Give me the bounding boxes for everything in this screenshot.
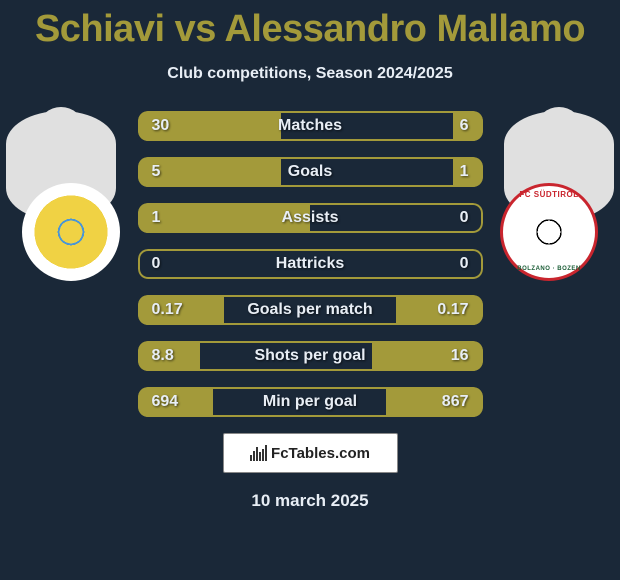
stat-value-right: 6 bbox=[460, 117, 469, 135]
club-logo-right: FC SÜDTIROL BOLZANO · BOZEN bbox=[500, 183, 598, 281]
stat-value-right: 1 bbox=[460, 163, 469, 181]
stat-value-right: 0.17 bbox=[437, 301, 468, 319]
stat-label: Assists bbox=[282, 209, 339, 227]
stat-label: Min per goal bbox=[263, 393, 357, 411]
stat-row: 5 Goals 1 bbox=[138, 157, 483, 187]
stat-row: 0 Hattricks 0 bbox=[138, 249, 483, 279]
stat-rows: 30 Matches 6 5 Goals 1 1 Assists 0 0 Hattricks 0 0.1… bbox=[138, 111, 483, 417]
stat-value-right: 0 bbox=[460, 209, 469, 227]
subtitle: Club competitions, Season 2024/2025 bbox=[0, 65, 620, 83]
stat-value-right: 0 bbox=[460, 255, 469, 273]
stat-label: Shots per goal bbox=[254, 347, 365, 365]
club-right-arc-bottom: BOLZANO · BOZEN bbox=[503, 266, 595, 272]
stat-label: Goals per match bbox=[247, 301, 372, 319]
stat-value-left: 0 bbox=[152, 255, 161, 273]
attribution-badge[interactable]: FcTables.com bbox=[223, 433, 398, 473]
fctables-logo-icon bbox=[250, 445, 267, 461]
stat-row: 1 Assists 0 bbox=[138, 203, 483, 233]
stat-label: Matches bbox=[278, 117, 342, 135]
stat-value-left: 8.8 bbox=[152, 347, 174, 365]
stat-value-left: 1 bbox=[152, 209, 161, 227]
page-title: Schiavi vs Alessandro Mallamo bbox=[0, 0, 620, 51]
stat-value-left: 0.17 bbox=[152, 301, 183, 319]
comparison-area: FC SÜDTIROL BOLZANO · BOZEN 30 Matches 6 5 G… bbox=[0, 111, 620, 511]
stat-row: 694 Min per goal 867 bbox=[138, 387, 483, 417]
stat-value-left: 694 bbox=[152, 393, 179, 411]
date-label: 10 march 2025 bbox=[0, 491, 620, 511]
stat-label: Goals bbox=[288, 163, 332, 181]
stat-value-right: 16 bbox=[451, 347, 469, 365]
attribution-text: FcTables.com bbox=[271, 445, 370, 462]
stat-value-right: 867 bbox=[442, 393, 469, 411]
club-right-arc-top: FC SÜDTIROL bbox=[503, 190, 595, 199]
stat-row: 30 Matches 6 bbox=[138, 111, 483, 141]
stat-label: Hattricks bbox=[276, 255, 344, 273]
club-logo-left bbox=[22, 183, 120, 281]
stat-row: 0.17 Goals per match 0.17 bbox=[138, 295, 483, 325]
stat-value-left: 5 bbox=[152, 163, 161, 181]
stat-row: 8.8 Shots per goal 16 bbox=[138, 341, 483, 371]
stat-value-left: 30 bbox=[152, 117, 170, 135]
